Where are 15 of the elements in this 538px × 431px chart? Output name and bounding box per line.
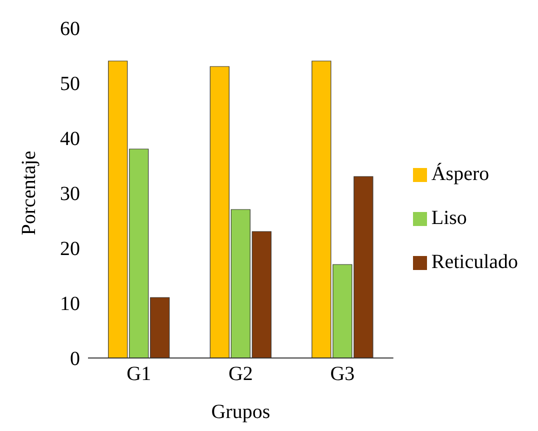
y-tick-label: 20: [60, 238, 80, 260]
x-tick-label: G3: [330, 363, 355, 386]
y-axis-title: Porcentaje: [18, 150, 40, 236]
y-tick-label: 0: [70, 348, 80, 370]
legend-label: Liso: [431, 207, 467, 229]
y-tick-label: 30: [60, 183, 80, 206]
y-tick-label: 10: [60, 293, 80, 316]
y-tick-label: 60: [60, 18, 80, 40]
y-tick-label: 40: [60, 128, 80, 150]
x-tick-label: G1: [126, 363, 152, 386]
legend-label: Áspero: [431, 163, 490, 185]
x-axis-title: Grupos: [211, 401, 270, 423]
legend-label: Reticulado: [431, 251, 518, 273]
y-tick-label: 50: [60, 73, 80, 96]
x-tick-label: G2: [228, 363, 253, 386]
